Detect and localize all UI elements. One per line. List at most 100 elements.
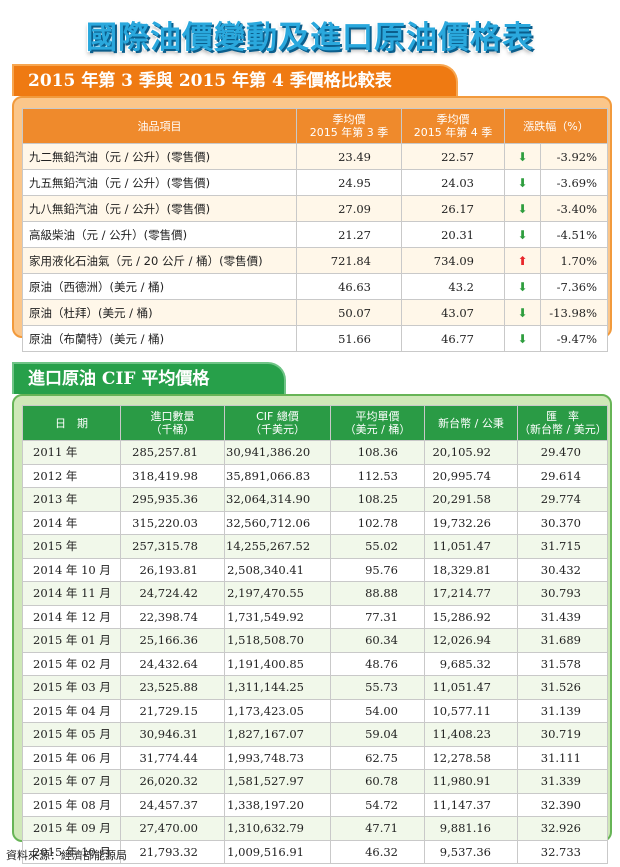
cif-row: 2015 年 10 月 21,793.32 1,009,516.91 46.32 9,5… (22, 839, 608, 864)
ntd-per-kl: 12,278.58 (424, 745, 518, 770)
item-name: 原油（杜拜）(美元 / 桶) (22, 299, 297, 326)
unit-price: 47.71 (330, 816, 425, 841)
unit-price: 102.78 (330, 510, 425, 535)
comparison-row: 九五無鉛汽油（元 / 公升）(零售價) 24.95 24.03 ⬇ -3.69% (22, 169, 609, 196)
cif-total: 14,255,267.52 (224, 534, 331, 559)
cif-row: 2015 年 09 月 27,470.00 1,310,632.79 47.71 9,8… (22, 816, 608, 841)
period: 2015 年 (22, 534, 121, 559)
unit-price: 108.36 (330, 440, 425, 465)
cif-header-row: 日 期進口數量 （千桶） CIF 總價 （千美元） 平均單價 （美元 / 桶） 新台幣… (22, 405, 608, 441)
cif-row: 2015 年 08 月 24,457.37 1,338,197.20 54.72 11,… (22, 792, 608, 817)
header-item: 油品項目 (22, 108, 297, 144)
comparison-header-row: 油品項目 季均價 2015 年第 3 季 季均價 2015 年第 4 季 漲跌幅… (22, 108, 609, 144)
ntd-per-kl: 9,537.36 (424, 839, 518, 864)
import-quantity: 21,793.32 (120, 839, 225, 864)
arrow-down-icon: ⬇ (517, 305, 528, 320)
cif-row: 2014 年 11 月 24,724.42 2,197,470.55 88.88 17,… (22, 581, 608, 606)
exchange-rate: 31.339 (517, 769, 608, 794)
ntd-per-kl: 11,051.47 (424, 675, 518, 700)
exchange-rate: 29.774 (517, 487, 608, 512)
cif-row: 2015 年 04 月 21,729.15 1,173,423.05 54.00 10,… (22, 698, 608, 723)
unit-price: 60.78 (330, 769, 425, 794)
page-title: 國際油價變動及進口原油價格表 (86, 20, 534, 56)
exchange-rate: 31.689 (517, 628, 608, 653)
ntd-per-kl: 15,286.92 (424, 604, 518, 629)
import-quantity: 295,935.36 (120, 487, 225, 512)
comparison-row: 九八無鉛汽油（元 / 公升）(零售價) 27.09 26.17 ⬇ -3.40% (22, 195, 609, 222)
cif-row: 2015 年 03 月 23,525.88 1,311,144.25 55.73 11,… (22, 675, 608, 700)
q4-price: 43.2 (401, 273, 505, 300)
cif-total: 1,731,549.92 (224, 604, 331, 629)
exchange-rate: 30.432 (517, 557, 608, 582)
period: 2014 年 12 月 (22, 604, 121, 629)
import-quantity: 26,020.32 (120, 769, 225, 794)
trend-cell: ⬇ (504, 273, 541, 300)
import-quantity: 26,193.81 (120, 557, 225, 582)
header-q4: 季均價 2015 年第 4 季 (401, 108, 505, 144)
header-exchange-rate: 匯 率 （新台幣 / 美元） (517, 405, 608, 441)
cif-row: 2014 年 12 月 22,398.74 1,731,549.92 77.31 15,… (22, 604, 608, 629)
import-quantity: 318,419.98 (120, 463, 225, 488)
exchange-rate: 31.526 (517, 675, 608, 700)
cif-row: 2013 年 295,935.36 32,064,314.90 108.25 20,29… (22, 487, 608, 512)
cif-row: 2012 年 318,419.98 35,891,066.83 112.53 20,99… (22, 463, 608, 488)
header-cif-total: CIF 總價 （千美元） (224, 405, 331, 441)
header-quantity: 進口數量 （千桶） (120, 405, 225, 441)
cif-total: 1,518,508.70 (224, 628, 331, 653)
ntd-per-kl: 12,026.94 (424, 628, 518, 653)
cif-row: 2015 年 01 月 25,166.36 1,518,508.70 60.34 12,… (22, 628, 608, 653)
item-name: 高級柴油（元 / 公升）(零售價) (22, 221, 297, 248)
ntd-per-kl: 9,881.16 (424, 816, 518, 841)
exchange-rate: 31.578 (517, 651, 608, 676)
ntd-per-kl: 19,732.26 (424, 510, 518, 535)
cif-row: 2015 年 06 月 31,774.44 1,993,748.73 62.75 12,… (22, 745, 608, 770)
unit-price: 59.04 (330, 722, 425, 747)
cif-row: 2015 年 257,315.78 14,255,267.52 55.02 11,051… (22, 534, 608, 559)
comparison-row: 原油（西德洲）(美元 / 桶) 46.63 43.2 ⬇ -7.36% (22, 273, 609, 300)
import-quantity: 25,166.36 (120, 628, 225, 653)
unit-price: 46.32 (330, 839, 425, 864)
comparison-row: 九二無鉛汽油（元 / 公升）(零售價) 23.49 22.57 ⬇ -3.92% (22, 143, 609, 170)
change-percent: -3.40% (539, 195, 609, 222)
header-date: 日 期 (22, 405, 121, 441)
period: 2015 年 08 月 (22, 792, 121, 817)
exchange-rate: 32.733 (517, 839, 608, 864)
unit-price: 60.34 (330, 628, 425, 653)
cif-total: 1,191,400.85 (224, 651, 331, 676)
import-quantity: 24,457.37 (120, 792, 225, 817)
ntd-per-kl: 17,214.77 (424, 581, 518, 606)
cif-total: 1,993,748.73 (224, 745, 331, 770)
comparison-row: 高級柴油（元 / 公升）(零售價) 21.27 20.31 ⬇ -4.51% (22, 221, 609, 248)
cif-table-heading: 進口原油 CIF 平均價格 (12, 362, 286, 394)
cif-total: 2,508,340.41 (224, 557, 331, 582)
source-note: 資料來源：經濟部能源局 (6, 849, 127, 862)
cif-total: 1,009,516.91 (224, 839, 331, 864)
cif-total: 2,197,470.55 (224, 581, 331, 606)
cif-total: 1,338,197.20 (224, 792, 331, 817)
arrow-down-icon: ⬇ (517, 175, 528, 190)
trend-cell: ⬇ (504, 143, 541, 170)
q3-price: 24.95 (296, 169, 402, 196)
q4-price: 22.57 (401, 143, 505, 170)
cif-row: 2014 年 315,220.03 32,560,712.06 102.78 19,73… (22, 510, 608, 535)
cif-price-table: 日 期進口數量 （千桶） CIF 總價 （千美元） 平均單價 （美元 / 桶） 新台幣… (22, 405, 608, 864)
q3-price: 50.07 (296, 299, 402, 326)
period: 2015 年 06 月 (22, 745, 121, 770)
trend-cell: ⬇ (504, 325, 541, 352)
item-name: 原油（西德洲）(美元 / 桶) (22, 273, 297, 300)
period: 2015 年 04 月 (22, 698, 121, 723)
q3-price: 721.84 (296, 247, 402, 274)
exchange-rate: 30.793 (517, 581, 608, 606)
exchange-rate: 30.719 (517, 722, 608, 747)
import-quantity: 27,470.00 (120, 816, 225, 841)
import-quantity: 24,724.42 (120, 581, 225, 606)
item-name: 九二無鉛汽油（元 / 公升）(零售價) (22, 143, 297, 170)
comparison-row: 家用液化石油氣（元 / 20 公斤 / 桶）(零售價) 721.84 734.09 ⬆… (22, 247, 609, 274)
unit-price: 54.00 (330, 698, 425, 723)
trend-cell: ⬇ (504, 299, 541, 326)
item-name: 原油（布蘭特）(美元 / 桶) (22, 325, 297, 352)
import-quantity: 285,257.81 (120, 440, 225, 465)
unit-price: 77.31 (330, 604, 425, 629)
item-name: 家用液化石油氣（元 / 20 公斤 / 桶）(零售價) (22, 247, 297, 274)
import-quantity: 31,774.44 (120, 745, 225, 770)
